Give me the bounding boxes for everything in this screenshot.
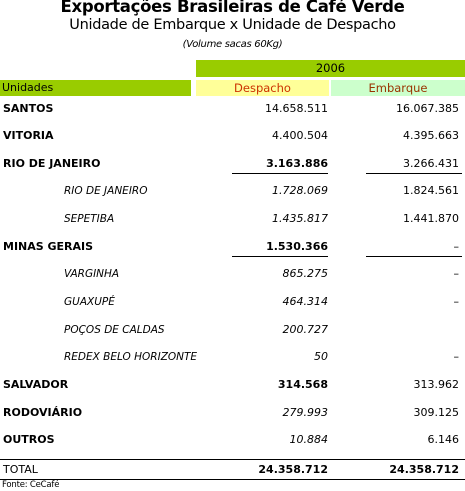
despacho-value: 279.993	[282, 406, 329, 419]
table-row: SANTOS 14.658.511 16.067.385	[0, 99, 465, 119]
despacho-value: 10.884	[289, 433, 329, 446]
despacho-value: 1.728.069	[272, 184, 328, 197]
row-label: RIO DE JANEIRO	[3, 157, 101, 170]
table-row: RODOVIÁRIO 279.993 309.125	[0, 403, 465, 423]
subtotal-underline	[366, 173, 462, 174]
table-row: VITORIA 4.400.504 4.395.663	[0, 126, 465, 146]
column-header-despacho: Despacho	[196, 80, 329, 96]
row-label: VARGINHA	[64, 268, 120, 280]
column-header-embarque: Embarque	[331, 80, 465, 96]
page-subtitle: Unidade de Embarque x Unidade de Despach…	[69, 17, 396, 33]
subtotal-underline	[232, 256, 328, 257]
column-header-unidades: Unidades	[0, 80, 191, 96]
row-label: SEPETIBA	[64, 213, 115, 225]
despacho-value: 3.163.886	[266, 157, 328, 170]
table-row: RIO DE JANEIRO 3.163.886 3.266.431	[0, 154, 465, 174]
row-label: RODOVIÁRIO	[3, 406, 83, 419]
embarque-value: –	[453, 295, 460, 308]
row-label: POÇOS DE CALDAS	[64, 324, 165, 336]
embarque-value: –	[453, 267, 460, 280]
row-label: SANTOS	[3, 102, 54, 115]
total-despacho: 24.358.712	[258, 463, 328, 476]
despacho-value: 14.658.511	[265, 102, 328, 115]
total-bottom-border	[0, 479, 465, 480]
embarque-value: 313.962	[413, 378, 460, 391]
despacho-value: 200.727	[282, 323, 329, 336]
table-row: GUAXUPÉ 464.314 –	[0, 292, 465, 312]
despacho-value: 865.275	[282, 267, 329, 280]
row-label: MINAS GERAIS	[3, 240, 94, 253]
table-row: MINAS GERAIS 1.530.366 –	[0, 237, 465, 257]
row-label: GUAXUPÉ	[64, 296, 115, 308]
table-row: VARGINHA 865.275 –	[0, 264, 465, 284]
despacho-value: 1.435.817	[272, 212, 328, 225]
table-row: RIO DE JANEIRO 1.728.069 1.824.561	[0, 181, 465, 201]
despacho-value: 464.314	[282, 295, 329, 308]
row-label: REDEX BELO HORIZONTE	[64, 351, 198, 363]
row-label: SALVADOR	[3, 378, 69, 391]
embarque-value: –	[453, 240, 460, 253]
despacho-value: 50	[314, 350, 328, 363]
embarque-value: 4.395.663	[403, 129, 459, 142]
despacho-value: 1.530.366	[266, 240, 328, 253]
table-row: OUTROS 10.884 6.146	[0, 430, 465, 450]
embarque-value: 1.441.870	[403, 212, 459, 225]
row-label: RIO DE JANEIRO	[64, 185, 148, 197]
total-top-border	[0, 459, 465, 460]
embarque-value: 6.146	[427, 433, 460, 446]
total-row: TOTAL 24.358.712 24.358.712	[0, 460, 465, 480]
embarque-value: 309.125	[413, 406, 460, 419]
embarque-value: –	[453, 350, 460, 363]
total-embarque: 24.358.712	[389, 463, 459, 476]
total-label: TOTAL	[3, 463, 38, 476]
embarque-value: 16.067.385	[396, 102, 459, 115]
embarque-value: 3.266.431	[403, 157, 459, 170]
source-note: Fonte: CeCafé	[2, 480, 60, 490]
row-label: VITORIA	[3, 129, 54, 142]
table-row: REDEX BELO HORIZONTE 50 –	[0, 347, 465, 367]
page-title: Exportações Brasileiras de Café Verde	[60, 0, 405, 16]
despacho-value: 4.400.504	[272, 129, 328, 142]
year-header: 2006	[196, 60, 465, 77]
row-label: OUTROS	[3, 433, 55, 446]
subtotal-underline	[366, 256, 462, 257]
unit-note: (Volume sacas 60Kg)	[182, 39, 283, 50]
table-row: SEPETIBA 1.435.817 1.441.870	[0, 209, 465, 229]
subtotal-underline	[232, 173, 328, 174]
table-row: POÇOS DE CALDAS 200.727	[0, 320, 465, 340]
table-row: SALVADOR 314.568 313.962	[0, 375, 465, 395]
despacho-value: 314.568	[277, 378, 328, 391]
embarque-value: 1.824.561	[403, 184, 459, 197]
